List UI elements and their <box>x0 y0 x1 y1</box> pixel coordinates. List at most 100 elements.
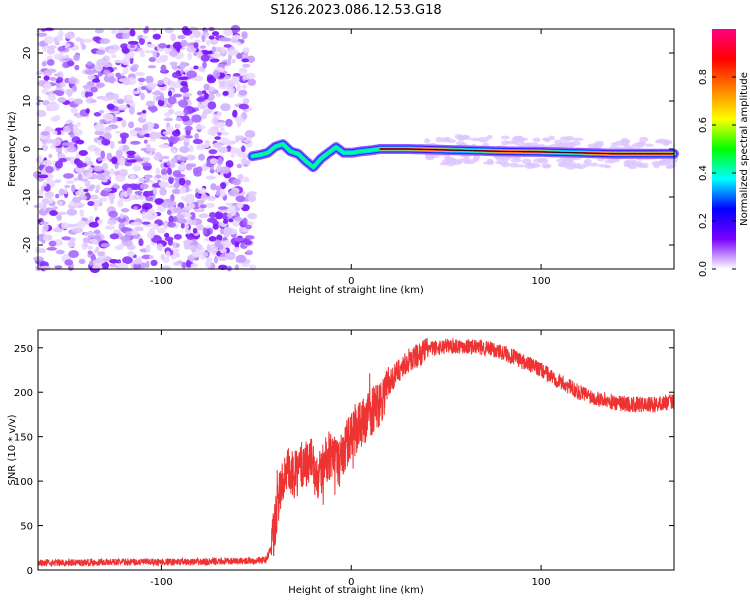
noise-blob <box>69 133 75 138</box>
halo-blob <box>638 142 646 147</box>
snr-y-tick-label: 250 <box>14 344 33 355</box>
noise-blob <box>204 141 210 148</box>
noise-blob <box>46 246 57 251</box>
noise-blob <box>248 264 257 271</box>
noise-blob <box>96 95 106 100</box>
halo-blob <box>473 154 481 161</box>
noise-blob <box>235 254 247 263</box>
noise-blob <box>53 114 61 121</box>
noise-blob <box>203 83 210 91</box>
noise-blob <box>61 236 72 241</box>
noise-blob <box>115 72 121 78</box>
noise-blob <box>186 70 197 79</box>
noise-blob <box>204 202 216 208</box>
noise-blob <box>100 243 111 248</box>
noise-blob <box>52 130 58 136</box>
noise-blob <box>102 113 114 122</box>
noise-blob <box>147 65 157 69</box>
noise-blob <box>44 191 55 199</box>
noise-blob <box>175 117 182 122</box>
noise-blob <box>133 155 142 160</box>
halo-blob <box>425 154 435 161</box>
noise-blob <box>116 98 125 104</box>
noise-blob <box>152 187 158 196</box>
noise-blob <box>103 132 112 141</box>
noise-blob <box>193 65 199 70</box>
noise-blob <box>45 68 57 73</box>
noise-blob <box>95 174 107 181</box>
noise-blob <box>123 221 130 225</box>
noise-blob <box>178 177 186 186</box>
halo-blob <box>653 163 660 169</box>
snr-panel: -100 0 100 0 50 100 150 200 250 Height of strai… <box>7 329 675 596</box>
noise-blob <box>77 173 83 181</box>
noise-blob <box>126 150 136 156</box>
noise-blob <box>129 129 138 137</box>
noise-blob <box>224 81 235 89</box>
noise-blob <box>143 139 148 144</box>
noise-blob <box>159 92 165 101</box>
noise-blob <box>142 221 151 225</box>
halo-blob <box>463 156 470 162</box>
noise-blob <box>146 230 155 240</box>
noise-blob <box>87 250 93 255</box>
noise-blob <box>128 106 135 115</box>
noise-blob <box>150 50 158 54</box>
noise-blob <box>206 217 218 223</box>
spectrogram-y-tick-label: 0 <box>22 146 33 152</box>
noise-blob <box>138 177 146 183</box>
noise-blob <box>184 135 194 139</box>
snr-x-tick-label: -100 <box>150 577 173 588</box>
noise-blob <box>205 39 211 46</box>
noise-blob <box>117 216 127 224</box>
noise-blob <box>218 206 229 210</box>
noise-blob <box>94 28 104 34</box>
noise-blob <box>78 258 86 265</box>
noise-blob <box>94 229 100 234</box>
noise-blob <box>86 61 93 66</box>
noise-blob <box>180 81 188 87</box>
noise-blob <box>214 239 221 248</box>
noise-blob <box>144 50 152 54</box>
noise-blob <box>202 61 207 69</box>
halo-blob <box>454 134 464 140</box>
noise-blob <box>208 35 215 40</box>
noise-blob <box>223 28 233 37</box>
noise-blob <box>52 90 64 95</box>
noise-blob <box>142 202 153 210</box>
noise-blob <box>67 60 75 67</box>
noise-blob <box>42 181 47 187</box>
noise-blob <box>157 99 165 107</box>
noise-blob <box>149 131 159 140</box>
snr-y-ticks: 0 50 100 150 200 250 <box>14 344 674 577</box>
noise-blob <box>145 213 155 221</box>
noise-blob <box>213 255 219 264</box>
noise-blob <box>41 143 48 152</box>
noise-blob <box>192 30 201 38</box>
noise-blob <box>77 220 86 229</box>
noise-blob <box>199 187 207 195</box>
noise-blob <box>240 39 245 44</box>
noise-blob <box>55 147 63 153</box>
noise-blob <box>68 77 78 85</box>
noise-blob <box>149 180 154 184</box>
noise-blob <box>238 226 244 233</box>
colorbar-tick-label: 0.0 <box>698 261 709 277</box>
noise-blob <box>81 44 86 50</box>
noise-blob <box>109 197 114 205</box>
colorbar-label: Normalized spectral amplitude <box>739 72 750 226</box>
noise-blob <box>210 38 219 45</box>
noise-blob <box>152 33 161 40</box>
halo-blob <box>570 140 581 146</box>
noise-blob <box>233 72 241 77</box>
noise-blob <box>243 240 253 246</box>
noise-blob <box>41 88 48 94</box>
noise-blob <box>147 82 158 87</box>
halo-blob <box>486 135 493 140</box>
noise-blob <box>211 31 220 37</box>
noise-blob <box>88 221 99 228</box>
noise-blob <box>134 226 144 232</box>
halo-blob <box>665 164 675 169</box>
snr-series-line <box>37 337 675 568</box>
noise-blob <box>196 223 204 231</box>
